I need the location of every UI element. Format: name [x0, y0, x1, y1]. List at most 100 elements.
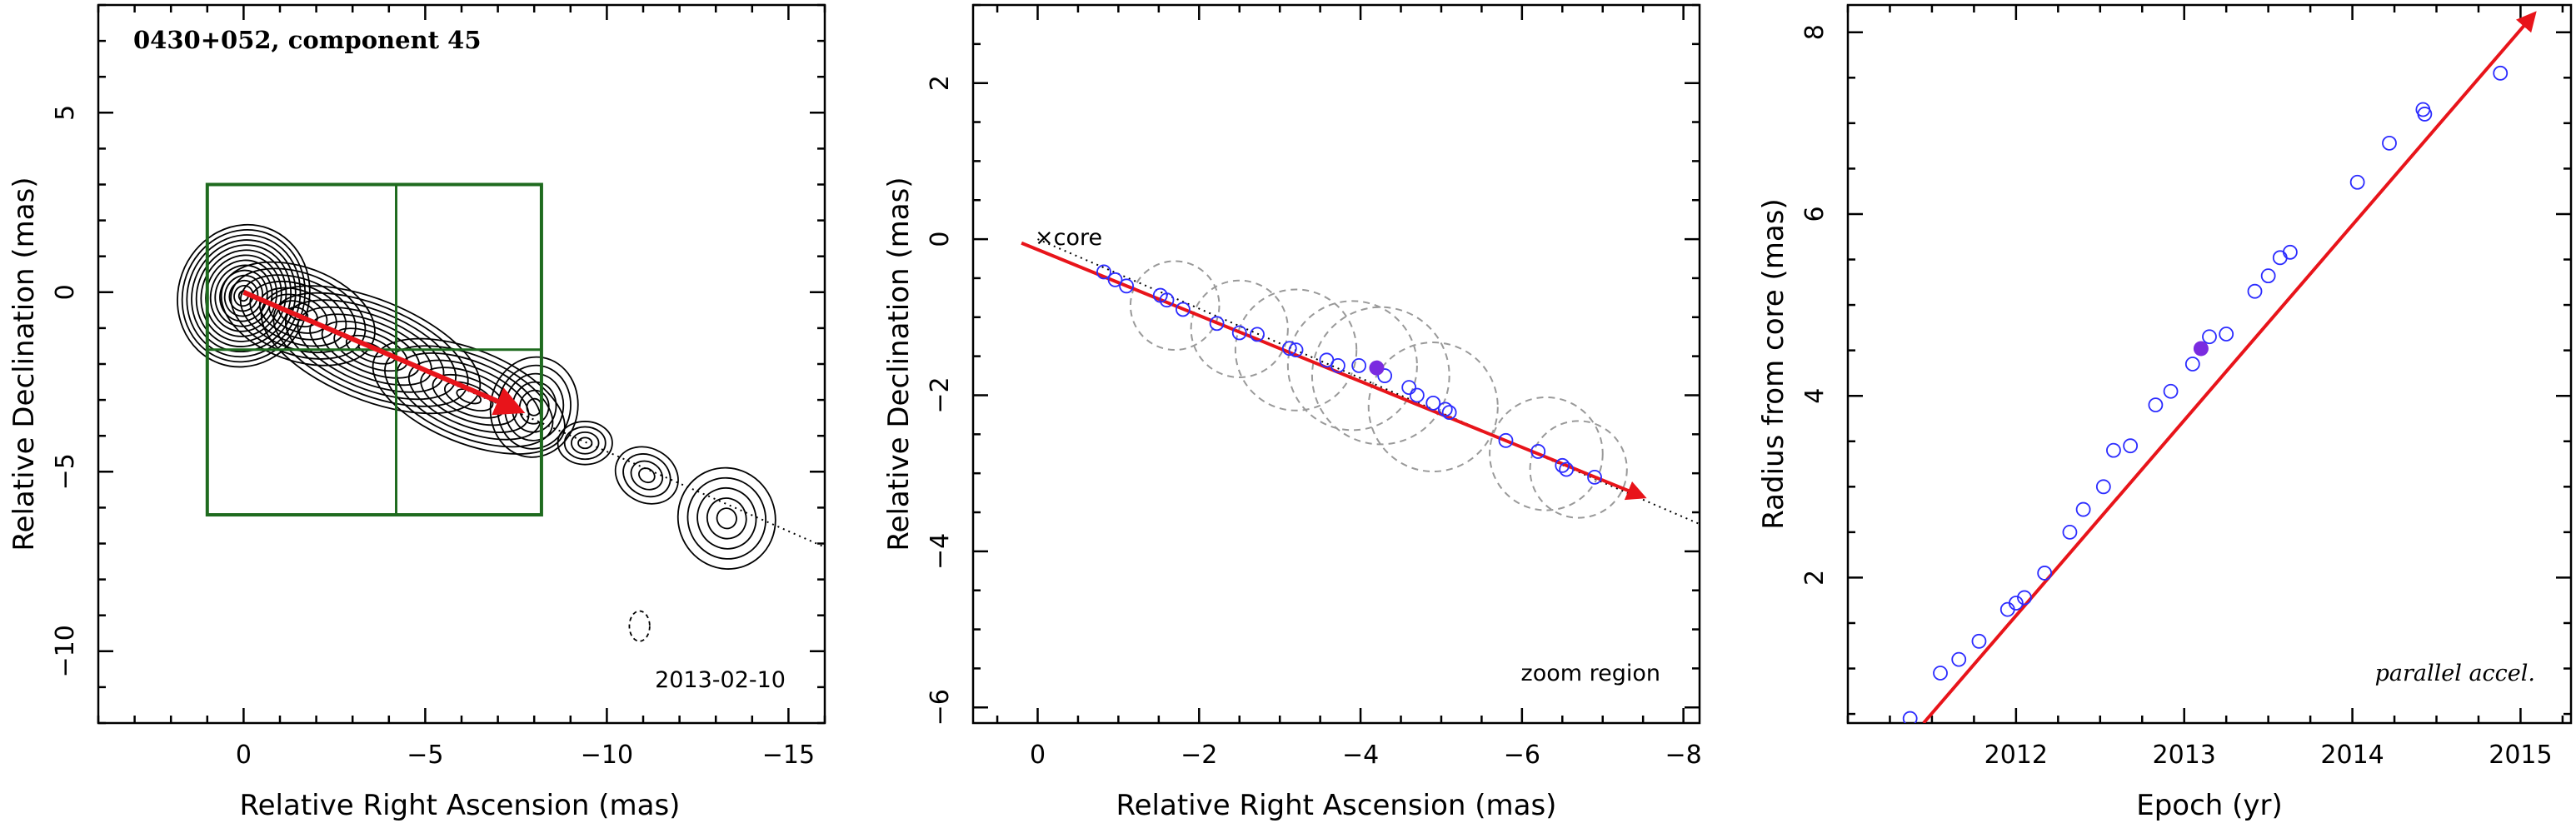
- y-tick-label: 2: [926, 75, 955, 91]
- component-position-point: [1176, 302, 1191, 317]
- component-size-circle: [1234, 288, 1358, 412]
- x-tick-label: 2014: [2320, 741, 2384, 770]
- component-size-circles: [1129, 260, 1628, 519]
- contour-level: [706, 497, 747, 540]
- contour-level: [686, 476, 767, 560]
- radius-point: [2349, 174, 2365, 190]
- radius-point: [2123, 438, 2139, 454]
- radius-point: [2008, 596, 2024, 611]
- contour-level: [557, 421, 613, 466]
- component-size-circle: [1529, 420, 1628, 519]
- component-size-circle: [1190, 279, 1289, 378]
- component-position-point: [1231, 325, 1247, 341]
- panel2-frame: [971, 3, 1701, 725]
- component-position-point: [1330, 357, 1345, 373]
- panel1-title: 0430+052, component 45: [133, 26, 482, 54]
- component-position-point: [1425, 395, 1441, 411]
- y-tick-label: 5: [51, 105, 80, 121]
- x-tick-label: 0: [1030, 741, 1046, 770]
- y-tick-label: −6: [926, 689, 955, 726]
- contour-level: [177, 223, 311, 368]
- component-position-point: [1281, 341, 1297, 357]
- panel-radius-vs-epoch: 2012 2013 2014 2015 2 4 6 8 parallel accel. Epo…: [1757, 3, 2573, 822]
- component-position-point: [1401, 380, 1417, 396]
- contour-level: [384, 345, 554, 448]
- y-tick-label: 6: [1800, 206, 1830, 222]
- x-tick-label: 0: [236, 741, 252, 770]
- contour-level: [622, 453, 671, 498]
- component-position-point: [1096, 264, 1111, 280]
- panel3-xlabel: Epoch (yr): [2136, 789, 2283, 822]
- component-position-point: [1555, 457, 1570, 473]
- x-tick-label: 2013: [2153, 741, 2216, 770]
- y-tick-label: −10: [51, 625, 80, 677]
- x-tick-label: 2012: [1984, 741, 2048, 770]
- radius-point: [2095, 479, 2111, 495]
- component-position-point: [1587, 469, 1602, 485]
- core-label: ×core: [1035, 225, 1102, 251]
- x-tick-label: −10: [581, 741, 633, 770]
- component-position-point: [1250, 327, 1265, 342]
- radius-point: [2202, 329, 2217, 345]
- zoom-region-label: zoom region: [1521, 661, 1660, 686]
- component-size-circle: [1129, 260, 1221, 352]
- component-size-circle: [1367, 342, 1499, 473]
- radius-point: [2017, 590, 2032, 606]
- contour-level: [577, 436, 593, 450]
- jet-contours: [177, 223, 776, 642]
- panel-contour-map: 0 −5 −10 −15−10−505 0430+052, component 45 …: [7, 3, 826, 822]
- component-position-point: [1559, 461, 1575, 477]
- component-positions: [1096, 264, 1602, 485]
- radius-point: [2106, 442, 2121, 458]
- y-tick-label: 2: [1800, 570, 1830, 586]
- contour-level: [638, 467, 656, 484]
- panel3-ticks: 2012 2013 2014 2015 2 4 6 8: [1800, 5, 2571, 770]
- contour-level: [420, 367, 518, 426]
- fit-line: [1922, 11, 2537, 723]
- y-tick-label: 4: [1800, 388, 1830, 404]
- radius-point: [2219, 327, 2234, 342]
- radius-points: [1902, 65, 2509, 723]
- component-position-point: [1437, 402, 1453, 417]
- y-tick-label: 0: [926, 232, 955, 247]
- y-tick-label: 8: [1800, 24, 1830, 40]
- radius-point: [2272, 250, 2288, 266]
- panel2-ylabel: Relative Declination (mas): [882, 177, 916, 551]
- component-position-point: [1441, 405, 1457, 420]
- component-size-circle: [1310, 306, 1450, 446]
- contour-level: [614, 446, 679, 505]
- contour-level: [570, 431, 600, 455]
- component-size-circle: [1286, 300, 1418, 431]
- contour-level: [228, 279, 259, 312]
- component-size-circle: [1489, 396, 1604, 511]
- panel1-ticks: 0 −5 −10 −15 −10 −5 0 5: [51, 3, 826, 770]
- x-tick-label: −5: [407, 741, 443, 770]
- y-tick-label: −4: [926, 533, 955, 570]
- radius-point: [1971, 633, 1987, 649]
- panel3-ylabel: Radius from core (mas): [1757, 198, 1790, 529]
- x-tick-label: −8: [1665, 741, 1702, 770]
- radius-point: [1902, 711, 1918, 723]
- fit-annotation: parallel accel.: [2375, 661, 2535, 686]
- radius-point: [2382, 135, 2397, 151]
- radius-point: [2163, 383, 2179, 399]
- component-position-point: [1530, 444, 1546, 459]
- panel1-xlabel: Relative Right Ascension (mas): [240, 789, 681, 822]
- velocity-vector: [242, 290, 526, 416]
- component-position-point: [1377, 368, 1393, 383]
- panel2-xlabel: Relative Right Ascension (mas): [1116, 789, 1557, 822]
- y-tick-label: −5: [51, 453, 80, 490]
- contour-level: [230, 267, 367, 360]
- radius-point: [2282, 244, 2298, 260]
- component-position-point: [1498, 432, 1514, 448]
- radius-point: [2148, 397, 2164, 413]
- radius-point: [2247, 283, 2263, 299]
- epoch-label: 2013-02-10: [655, 667, 786, 693]
- current-epoch-point: [1369, 360, 1385, 376]
- x-tick-label: −15: [762, 741, 815, 770]
- contour-level: [220, 261, 376, 367]
- contour-level: [518, 389, 550, 425]
- panel2-ticks: 0 −2 −4 −6 −8 −6 −4 −2 0 2: [926, 3, 1702, 770]
- contour-level: [396, 352, 542, 441]
